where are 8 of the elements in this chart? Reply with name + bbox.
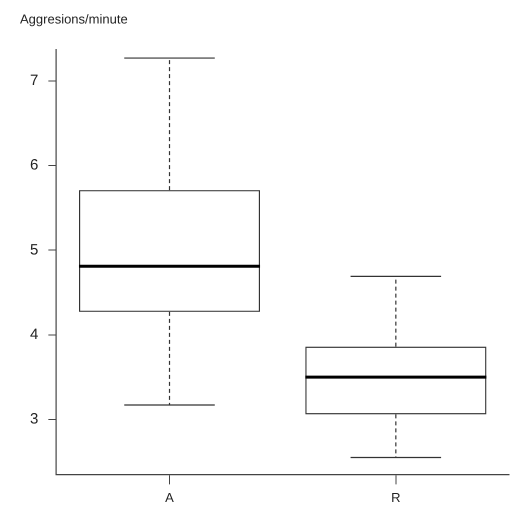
x-tick-label: A bbox=[165, 490, 174, 505]
y-axis-title: Aggresions/minute bbox=[20, 11, 128, 26]
x-tick-label: R bbox=[391, 490, 401, 505]
y-tick-label: 5 bbox=[30, 241, 38, 258]
y-tick-label: 7 bbox=[30, 72, 38, 90]
y-tick-label: 6 bbox=[30, 156, 38, 174]
y-tick-label: 3 bbox=[30, 410, 38, 428]
y-tick-label: 4 bbox=[30, 326, 38, 343]
